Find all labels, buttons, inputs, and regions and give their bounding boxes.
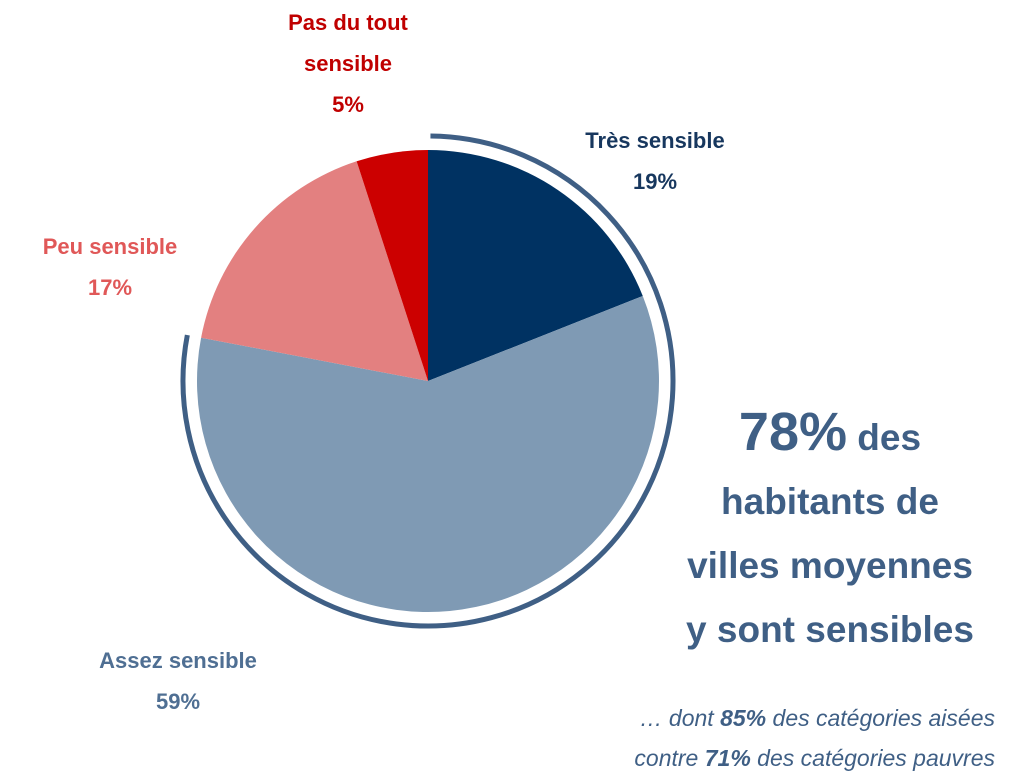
headline: 78% des habitants de villes moyennes y son… — [630, 400, 1027, 662]
slice-value: 17% — [87, 275, 133, 300]
headline-first-line: 78% des — [630, 400, 1027, 470]
slice-category: Peu sensible — [42, 234, 178, 259]
slice-label: Assez sensible 59% — [99, 640, 257, 722]
slice-label: Pas du tout sensible 5% — [253, 2, 443, 125]
note-highlight: 71% — [704, 745, 751, 771]
note-line: … dont 85% des catégories aisées — [634, 698, 995, 738]
note-text: des catégories pauvres — [750, 745, 995, 771]
sum-arc — [180, 133, 676, 629]
note-text: … dont — [639, 705, 721, 731]
slice-category: Assez sensible — [99, 648, 257, 673]
headline-small: des — [857, 417, 922, 458]
slice-label: Peu sensible 17% — [43, 226, 178, 308]
headline-line: villes moyennes — [687, 545, 973, 586]
note-line: contre 71% des catégories pauvres — [634, 738, 995, 778]
slice-value: 19% — [632, 169, 678, 194]
headline-line: habitants de — [721, 481, 939, 522]
slice-value: 59% — [155, 689, 201, 714]
headline-big: 78% — [738, 402, 848, 462]
pie-slice — [196, 295, 659, 612]
note-text: contre — [634, 745, 705, 771]
slice-label: Très sensible 19% — [585, 120, 724, 202]
note: … dont 85% des catégories aisées contre 7… — [634, 698, 995, 778]
slice-category: Très sensible — [585, 128, 725, 153]
pie-slice — [428, 150, 643, 381]
note-text: des catégories aisées — [766, 705, 995, 731]
slice-category: Pas du tout sensible — [288, 10, 408, 76]
note-highlight: 85% — [720, 705, 767, 731]
pie-slice — [201, 161, 428, 381]
pie-slice — [356, 150, 428, 381]
headline-line: y sont sensibles — [686, 609, 974, 650]
slice-value: 5% — [332, 92, 364, 117]
